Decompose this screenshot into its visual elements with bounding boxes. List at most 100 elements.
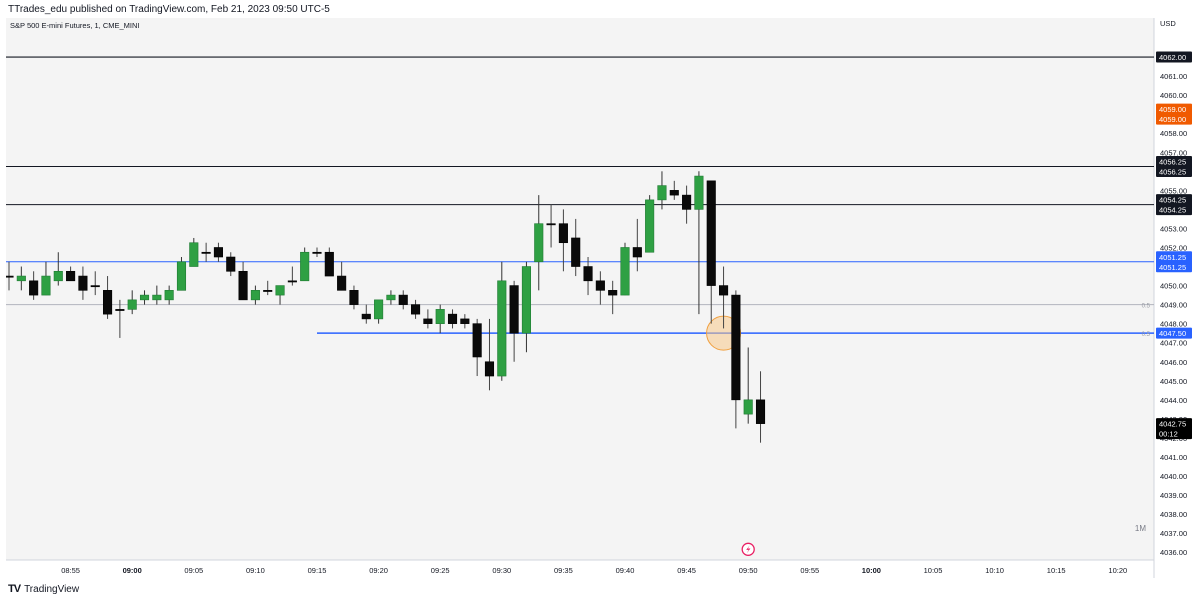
candle-body: [731, 294, 741, 401]
candle-body: [743, 399, 753, 415]
candle: [312, 247, 322, 258]
candle: [435, 304, 445, 334]
symbol-title: S&P 500 E-mini Futures, 1, CME_MINI: [10, 21, 140, 30]
time-tick-label: 09:55: [800, 566, 819, 575]
time-tick-label: 09:00: [123, 566, 142, 575]
time-tick-label: 09:25: [431, 566, 450, 575]
brand-name: TradingView: [24, 583, 80, 595]
price-tick-label: 4036.00: [1160, 548, 1187, 557]
candle-body: [29, 280, 39, 296]
tradingview-logo-icon: TV: [8, 583, 21, 595]
candle-body: [682, 194, 692, 210]
candle-body: [349, 290, 359, 305]
price-tick-label: 4039.00: [1160, 491, 1187, 500]
candle: [682, 185, 692, 224]
candle: [337, 261, 347, 291]
time-tick-label: 09:05: [184, 566, 203, 575]
candle: [324, 247, 334, 277]
candle: [719, 266, 729, 329]
candle-body: [447, 313, 458, 324]
candle: [608, 280, 618, 315]
price-tick-label: 4052.00: [1160, 243, 1187, 252]
candle-body: [423, 318, 433, 324]
candle-body: [719, 285, 729, 296]
current-price-badge-bg: [1156, 103, 1192, 125]
candlestick-chart[interactable]: S&P 500 E-mini Futures, 1, CME_MINI USD 40…: [6, 18, 1194, 578]
candle-body: [398, 294, 408, 305]
candle: [645, 195, 655, 253]
candle-body: [484, 361, 495, 377]
time-tick-label: 10:00: [862, 566, 881, 575]
candle: [669, 180, 679, 200]
chart-frame[interactable]: S&P 500 E-mini Futures, 1, CME_MINI USD 40…: [6, 18, 1194, 578]
candle-body: [411, 304, 421, 315]
candle: [423, 309, 433, 329]
time-tick-label: 10:05: [924, 566, 943, 575]
time-tick-label: 09:20: [369, 566, 388, 575]
candle-body: [509, 285, 519, 334]
price-tick-label: 4037.00: [1160, 529, 1187, 538]
candle-body: [238, 270, 248, 301]
candle: [115, 299, 125, 338]
candle: [472, 318, 482, 377]
candle-body: [669, 190, 679, 196]
candle-body: [337, 275, 347, 291]
candle: [263, 280, 273, 296]
candle: [706, 180, 716, 324]
price-tick-label: 4060.00: [1160, 91, 1187, 100]
candle-body: [361, 313, 371, 320]
price-tick-label: 4044.00: [1160, 396, 1187, 405]
candle-body: [139, 294, 150, 301]
time-tick-label: 09:40: [616, 566, 635, 575]
candle: [632, 218, 642, 272]
candle-body: [386, 294, 396, 301]
candle: [497, 261, 507, 381]
candle: [743, 347, 753, 424]
candle: [447, 309, 458, 329]
candle-body: [300, 251, 310, 282]
fib-level-label: 0.5: [1142, 332, 1151, 338]
candle-body: [312, 251, 322, 254]
currency-label: USD: [1160, 19, 1176, 28]
chart-pane-background: [6, 18, 1154, 560]
price-level-badge-text: 4054.25: [1159, 206, 1186, 215]
candle-body: [201, 251, 211, 254]
candle-body: [263, 290, 273, 292]
candle-body: [571, 237, 581, 267]
price-tick-label: 4053.00: [1160, 224, 1187, 233]
candle: [41, 261, 51, 296]
candle-body: [53, 270, 63, 282]
candle: [521, 261, 531, 353]
last-price-badge-text: 4042.75: [1159, 420, 1186, 429]
candle: [90, 271, 100, 296]
price-tick-label: 4046.00: [1160, 358, 1187, 367]
candle-body: [694, 175, 704, 210]
price-tick-label: 4058.00: [1160, 129, 1187, 138]
candle: [300, 247, 310, 282]
fib-level-label: 0.5: [1142, 304, 1151, 310]
candle-body: [66, 270, 76, 282]
candle-body: [16, 275, 26, 282]
candle-body: [127, 299, 137, 310]
candle-body: [497, 280, 507, 377]
candle: [6, 261, 14, 291]
candle-body: [755, 399, 766, 424]
time-tick-label: 10:10: [985, 566, 1004, 575]
price-level-badge-bg: [1156, 51, 1192, 63]
price-level-badge-bg: [1156, 251, 1192, 273]
candle-body: [608, 290, 618, 296]
price-level-badge: 4047.50: [1156, 327, 1192, 339]
candle: [361, 304, 371, 324]
candle: [29, 271, 39, 300]
candle-body: [213, 247, 223, 258]
candle-body: [472, 323, 482, 358]
candle: [176, 257, 187, 291]
candle: [287, 266, 297, 286]
candle-body: [521, 266, 531, 334]
candle-body: [78, 275, 88, 291]
time-tick-label: 08:55: [61, 566, 80, 575]
time-tick-label: 10:20: [1108, 566, 1127, 575]
candle-body: [287, 280, 297, 283]
